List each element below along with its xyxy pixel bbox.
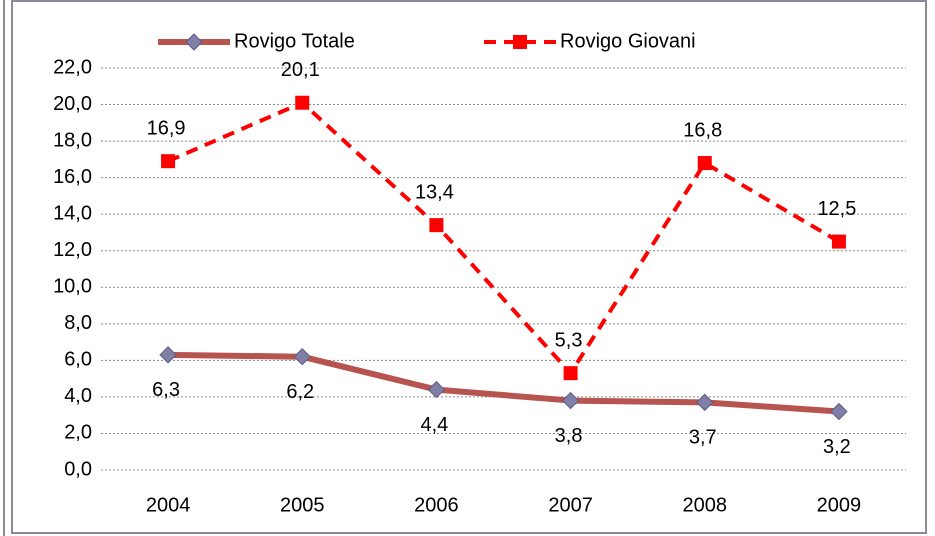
marker bbox=[427, 380, 446, 399]
frame bbox=[11, 0, 927, 534]
data-label: 3,8 bbox=[555, 425, 583, 447]
marker bbox=[293, 348, 311, 366]
data-label: 16,9 bbox=[147, 117, 186, 139]
y-tick-label: 20,0 bbox=[53, 93, 92, 115]
y-tick-label: 0,0 bbox=[64, 458, 92, 480]
x-tick-label: 2005 bbox=[280, 494, 325, 516]
marker bbox=[697, 156, 712, 171]
data-label: 3,7 bbox=[689, 427, 717, 449]
marker bbox=[161, 154, 176, 169]
series-line bbox=[167, 100, 840, 376]
y-tick-label: 12,0 bbox=[53, 239, 92, 261]
data-label: 5,3 bbox=[555, 329, 583, 351]
y-tick-label: 6,0 bbox=[64, 349, 92, 371]
y-tick-label: 16,0 bbox=[53, 166, 92, 188]
marker bbox=[159, 346, 177, 364]
marker bbox=[429, 218, 444, 233]
y-tick-label: 22,0 bbox=[53, 56, 92, 78]
x-tick-label: 2006 bbox=[414, 494, 459, 516]
y-tick-label: 4,0 bbox=[64, 385, 92, 407]
y-tick-label: 14,0 bbox=[53, 202, 92, 224]
marker bbox=[295, 95, 310, 110]
data-label: 16,8 bbox=[683, 119, 722, 141]
data-label: 12,5 bbox=[817, 198, 856, 220]
marker bbox=[513, 35, 527, 49]
y-tick-label: 2,0 bbox=[64, 422, 92, 444]
series-line bbox=[168, 351, 840, 415]
marker bbox=[830, 402, 848, 421]
data-label: 3,2 bbox=[823, 436, 851, 458]
x-tick-label: 2004 bbox=[146, 494, 191, 516]
data-label: 4,4 bbox=[421, 414, 449, 436]
marker bbox=[561, 391, 580, 410]
y-tick-label: 10,0 bbox=[53, 276, 92, 298]
marker bbox=[696, 393, 714, 412]
x-tick-label: 2007 bbox=[548, 494, 593, 516]
y-tick-label: 18,0 bbox=[53, 129, 92, 151]
legend-label: Rovigo Giovani bbox=[560, 30, 696, 52]
marker bbox=[831, 234, 846, 249]
marker bbox=[563, 366, 578, 381]
x-tick-label: 2009 bbox=[817, 494, 862, 516]
x-tick-label: 2008 bbox=[683, 494, 728, 516]
legend-label: Rovigo Totale bbox=[234, 30, 355, 52]
data-label: 6,2 bbox=[286, 381, 314, 403]
data-label: 6,3 bbox=[152, 379, 180, 401]
data-label: 13,4 bbox=[415, 181, 454, 203]
data-label: 20,1 bbox=[281, 59, 320, 81]
marker bbox=[185, 33, 203, 51]
y-tick-label: 8,0 bbox=[64, 312, 92, 334]
